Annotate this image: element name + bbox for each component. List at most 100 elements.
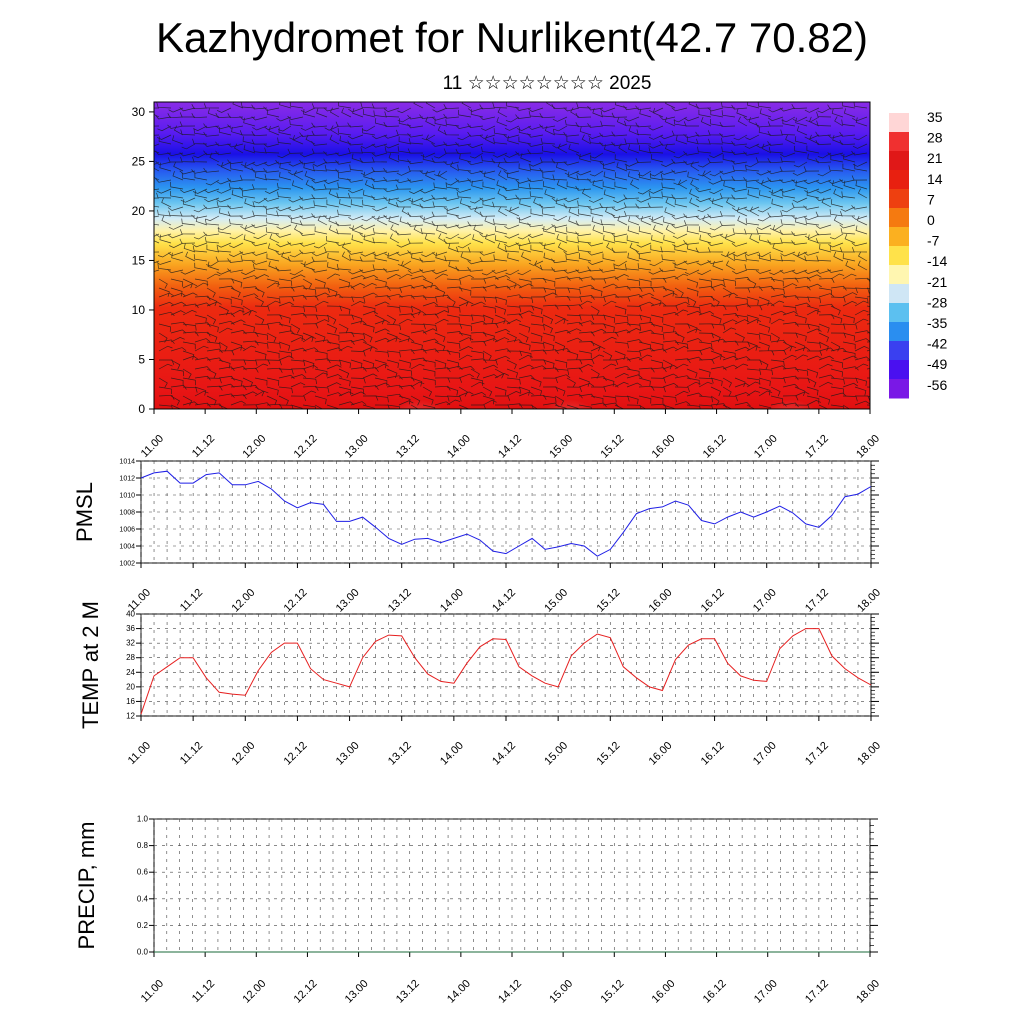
wind-barb <box>244 162 256 172</box>
x-tick-label: 14.00 <box>438 740 466 768</box>
wind-barb <box>782 283 798 289</box>
wind-barb <box>650 286 667 292</box>
wind-barb <box>743 251 760 256</box>
wind-barb <box>830 347 847 353</box>
wind-barb <box>323 184 339 190</box>
wind-barb <box>227 268 244 273</box>
wind-barb <box>660 173 676 181</box>
wind-barb <box>206 314 217 325</box>
wind-barb <box>830 368 843 377</box>
wind-barb <box>278 350 293 358</box>
wind-barb <box>326 359 342 366</box>
wind-barb <box>264 174 280 181</box>
y-tick-label: 1014 <box>119 459 135 466</box>
wind-barb <box>507 252 520 262</box>
wind-barb <box>792 116 808 122</box>
y-tick-label: 1002 <box>119 561 135 568</box>
wind-barb <box>686 323 698 333</box>
wind-barb <box>506 102 520 109</box>
wind-barb <box>421 134 436 141</box>
x-tick-label: 14.12 <box>490 740 518 768</box>
wind-barb <box>782 375 799 381</box>
wind-barb <box>374 295 391 300</box>
wind-barb <box>170 329 187 334</box>
wind-barb <box>779 166 796 172</box>
wind-barb <box>581 134 592 145</box>
wind-barb <box>386 350 401 358</box>
wind-barb <box>425 170 436 181</box>
wind-barb <box>719 193 736 199</box>
wind-barb <box>686 356 703 361</box>
wind-barb <box>840 152 856 158</box>
x-tick-label: 18.00 <box>854 433 882 461</box>
wind-barb <box>806 368 819 378</box>
wind-barb <box>266 377 280 386</box>
wind-barb <box>445 179 460 186</box>
wind-barb <box>650 359 663 368</box>
wind-barb <box>335 152 352 157</box>
wind-barb <box>639 108 652 118</box>
wind-barb <box>650 395 664 404</box>
wind-barb <box>479 211 496 217</box>
wind-barb <box>815 196 832 201</box>
wind-barb <box>758 286 775 291</box>
wind-barb <box>731 141 748 146</box>
y-tick-label: 0.2 <box>137 921 149 930</box>
wind-barb <box>203 123 220 129</box>
wind-barb <box>651 154 664 163</box>
wind-barb <box>460 251 472 262</box>
wind-barb <box>289 251 304 258</box>
wind-barb <box>590 154 604 163</box>
wind-barb <box>592 108 604 118</box>
wind-barb <box>155 150 172 156</box>
wind-barb <box>710 366 727 371</box>
wind-barb <box>851 150 868 156</box>
wind-barb <box>770 318 785 325</box>
wind-barb <box>827 134 844 139</box>
wind-barb <box>792 269 808 275</box>
wind-barb <box>395 202 412 208</box>
wind-barb <box>251 167 268 173</box>
wind-barb <box>302 295 319 301</box>
wind-barb <box>830 154 844 163</box>
wind-barb <box>170 337 185 343</box>
wind-barb <box>818 404 829 409</box>
wind-barb <box>467 170 484 175</box>
wind-barb <box>722 327 737 334</box>
wind-barb <box>456 191 472 199</box>
wind-barb <box>350 338 367 344</box>
wind-barb <box>650 403 667 409</box>
wind-barb <box>665 197 676 208</box>
wind-barb <box>506 403 523 409</box>
wind-barb <box>851 205 868 210</box>
wind-barb <box>683 220 700 226</box>
wind-barb <box>758 377 771 387</box>
wind-barb <box>803 205 820 210</box>
wind-barb <box>638 253 652 262</box>
wind-barb <box>434 349 451 355</box>
colorbar-segment <box>889 322 909 342</box>
wind-barb <box>636 138 652 145</box>
wind-barb <box>350 386 364 395</box>
wind-barb <box>851 246 868 253</box>
wind-barb <box>479 197 496 202</box>
wind-barb <box>374 382 390 388</box>
wind-barb <box>578 300 593 307</box>
wind-barb <box>575 269 592 274</box>
wind-barb <box>806 190 820 199</box>
x-tick-label: 11.00 <box>139 978 166 1005</box>
wind-barb <box>554 386 566 397</box>
wind-barb <box>686 338 703 343</box>
wind-barb <box>243 144 256 154</box>
wind-barb <box>851 215 868 220</box>
wind-barb <box>371 103 388 109</box>
wind-barb <box>374 350 389 358</box>
wind-barb <box>587 123 604 128</box>
wind-barb <box>360 170 376 176</box>
wind-barb <box>251 242 268 247</box>
wind-barb <box>218 296 232 305</box>
wind-barb <box>557 143 568 154</box>
y-tick-label: 24 <box>126 668 135 677</box>
wind-barb <box>206 377 222 384</box>
